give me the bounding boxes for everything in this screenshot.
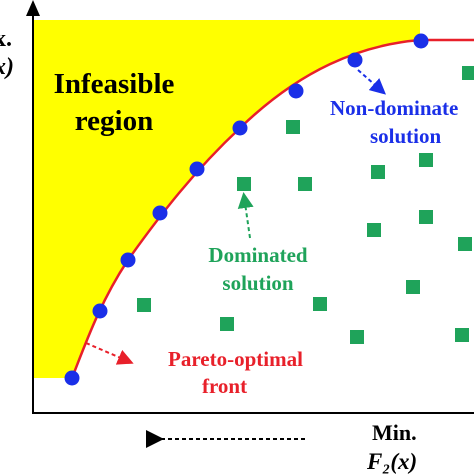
dominated-point bbox=[286, 120, 300, 134]
dominated-label-line1: Dominated bbox=[208, 243, 307, 267]
dominated-label-line2: solution bbox=[222, 271, 294, 295]
non-dominated-point bbox=[120, 252, 136, 268]
dominated-point bbox=[298, 177, 312, 191]
non-dominated-point bbox=[232, 120, 248, 136]
dominated-point bbox=[406, 280, 420, 294]
non-dominated-arrow bbox=[357, 69, 387, 95]
x-axis-label-line1: Min. bbox=[372, 420, 417, 445]
non-dominated-point bbox=[347, 52, 363, 68]
pareto-arrow bbox=[85, 342, 134, 365]
y-axis-label-line2: x) bbox=[0, 54, 14, 80]
dominated-point bbox=[455, 328, 469, 342]
dominated-point bbox=[237, 177, 251, 191]
x-axis-label-line2: F₂(x) bbox=[366, 449, 417, 474]
non-dominated-point bbox=[189, 161, 205, 177]
dominated-points bbox=[137, 66, 474, 344]
dominated-point bbox=[367, 223, 381, 237]
non-dominated-label-line1: Non-dominate bbox=[330, 96, 458, 120]
dominated-point bbox=[220, 317, 234, 331]
dominated-point bbox=[313, 297, 327, 311]
dominated-point bbox=[462, 66, 474, 80]
dominated-point bbox=[137, 298, 151, 312]
non-dominated-label-line2: solution bbox=[370, 124, 442, 148]
dominated-point bbox=[419, 153, 433, 167]
non-dominated-point bbox=[413, 33, 429, 49]
dominated-point bbox=[350, 330, 364, 344]
non-dominated-point bbox=[92, 303, 108, 319]
non-dominated-point bbox=[152, 205, 168, 221]
y-axis-arrowhead bbox=[26, 0, 40, 16]
dominated-point bbox=[419, 210, 433, 224]
dominated-arrow bbox=[237, 192, 254, 239]
infeasible-region bbox=[33, 20, 420, 378]
pareto-label-line2: front bbox=[202, 374, 247, 398]
non-dominated-points bbox=[64, 33, 429, 386]
dominated-point bbox=[371, 165, 385, 179]
pareto-label-line1: Pareto-optimal bbox=[168, 347, 303, 371]
non-dominated-point bbox=[64, 370, 80, 386]
y-axis-label-line1: x. bbox=[0, 26, 12, 52]
dominated-point bbox=[458, 237, 472, 251]
infeasible-region-label-line2: region bbox=[75, 105, 153, 137]
infeasible-region-label-line1: Infeasible bbox=[54, 68, 175, 100]
non-dominated-point bbox=[288, 83, 304, 99]
